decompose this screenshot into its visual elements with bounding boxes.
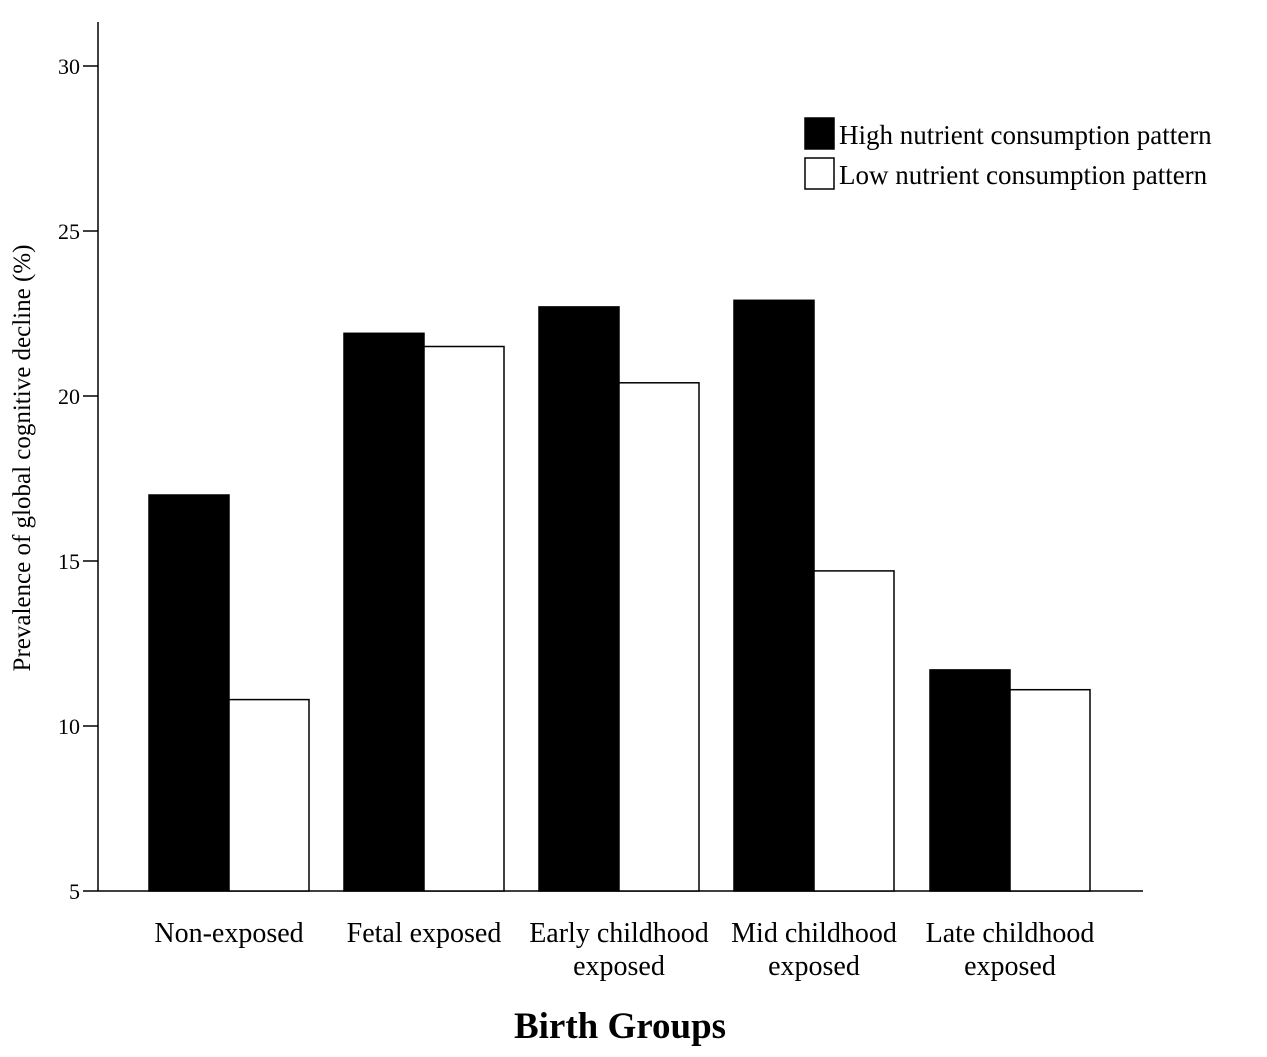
x-axis-label: Birth Groups [514, 1006, 726, 1047]
bar-high-3 [733, 299, 815, 892]
x-tick-label: Late childhood exposed [926, 918, 1095, 982]
y-tick-label: 25 [58, 219, 80, 244]
y-tick-label: 30 [58, 54, 80, 79]
y-axis-label: Prevalence of global cognitive decline (… [9, 245, 36, 672]
y-tick-label: 5 [69, 879, 80, 904]
x-tick-label: Early childhood exposed [529, 918, 709, 982]
legend-label-high: High nutrient consumption pattern [839, 120, 1212, 150]
bar-high-4 [929, 669, 1011, 892]
legend: High nutrient consumption pattern Low nut… [804, 117, 1212, 190]
bar-low-0 [228, 698, 310, 892]
y-tick-label: 15 [58, 549, 80, 574]
bars [148, 299, 1091, 892]
legend-swatch-high [804, 117, 835, 150]
y-tick-label: 10 [58, 714, 80, 739]
y-tick-label: 20 [58, 384, 80, 409]
x-tick-label: Mid childhood exposed [731, 918, 897, 982]
bar-low-4 [1009, 688, 1091, 892]
x-tick-label: Non-exposed [154, 918, 303, 949]
bar-low-1 [423, 345, 505, 892]
bar-high-1 [343, 332, 425, 892]
bar-low-3 [813, 570, 895, 892]
bar-low-2 [618, 382, 700, 892]
x-tick-labels: Non-exposed Fetal exposed Early childhood e… [154, 918, 1094, 982]
bar-high-0 [148, 494, 230, 892]
bar-high-2 [538, 306, 620, 892]
legend-swatch-low [804, 157, 835, 190]
legend-label-low: Low nutrient consumption pattern [839, 160, 1208, 190]
x-tick-label: Fetal exposed [347, 918, 502, 949]
